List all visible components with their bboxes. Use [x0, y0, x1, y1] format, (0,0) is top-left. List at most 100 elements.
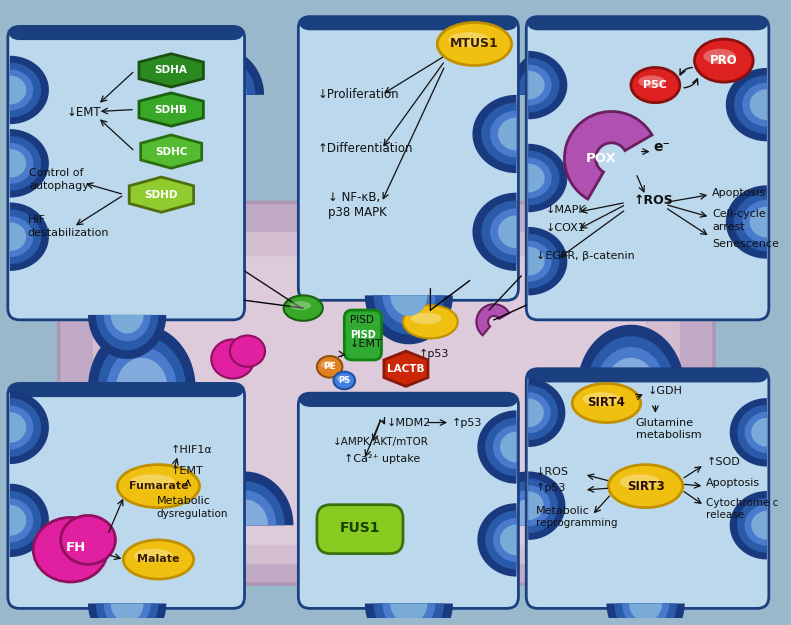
Polygon shape — [485, 418, 517, 476]
Text: ↓EMT: ↓EMT — [350, 339, 383, 349]
Polygon shape — [744, 412, 767, 453]
Polygon shape — [358, 521, 414, 550]
Polygon shape — [96, 315, 158, 350]
Polygon shape — [734, 192, 767, 251]
Ellipse shape — [334, 372, 355, 389]
Polygon shape — [485, 511, 517, 569]
Polygon shape — [528, 164, 545, 192]
Polygon shape — [358, 49, 414, 75]
Ellipse shape — [572, 383, 641, 423]
Polygon shape — [726, 68, 767, 141]
Polygon shape — [9, 56, 49, 124]
Polygon shape — [605, 357, 657, 388]
Polygon shape — [348, 512, 425, 550]
Ellipse shape — [134, 549, 172, 562]
Text: SDHD: SDHD — [145, 189, 178, 199]
Polygon shape — [327, 491, 445, 550]
Text: ↑p53: ↑p53 — [452, 418, 483, 428]
Text: Senescence: Senescence — [712, 239, 779, 249]
Polygon shape — [348, 41, 425, 75]
Polygon shape — [734, 75, 767, 134]
Text: PS: PS — [339, 376, 350, 385]
Polygon shape — [384, 351, 428, 386]
Polygon shape — [139, 93, 203, 126]
Polygon shape — [528, 71, 545, 99]
Text: SDHC: SDHC — [155, 147, 187, 157]
Ellipse shape — [638, 76, 665, 88]
Polygon shape — [751, 511, 767, 539]
Polygon shape — [88, 428, 195, 486]
FancyBboxPatch shape — [8, 26, 244, 40]
Polygon shape — [104, 315, 150, 341]
Polygon shape — [528, 58, 559, 112]
Polygon shape — [20, 38, 233, 40]
FancyBboxPatch shape — [526, 17, 769, 30]
FancyBboxPatch shape — [526, 369, 769, 608]
Polygon shape — [9, 62, 41, 118]
Text: ↓COX1: ↓COX1 — [546, 223, 585, 233]
FancyBboxPatch shape — [59, 202, 714, 584]
Polygon shape — [184, 63, 247, 95]
Polygon shape — [528, 158, 551, 199]
Text: ↓ NF-κB,: ↓ NF-κB, — [327, 191, 380, 204]
Ellipse shape — [411, 312, 441, 324]
Ellipse shape — [448, 32, 490, 48]
Polygon shape — [107, 154, 177, 192]
Polygon shape — [9, 398, 41, 457]
Text: Malate: Malate — [137, 554, 180, 564]
FancyBboxPatch shape — [298, 17, 518, 300]
Polygon shape — [116, 164, 168, 192]
Text: P5C: P5C — [643, 80, 668, 90]
Text: LACTB: LACTB — [387, 364, 425, 374]
Text: Metabolic: Metabolic — [536, 506, 590, 516]
Polygon shape — [339, 31, 434, 75]
Polygon shape — [498, 118, 517, 151]
Polygon shape — [607, 604, 685, 625]
Polygon shape — [615, 604, 677, 625]
Ellipse shape — [320, 361, 335, 368]
Polygon shape — [605, 262, 657, 291]
Polygon shape — [730, 398, 767, 466]
Polygon shape — [391, 604, 427, 623]
FancyBboxPatch shape — [127, 256, 645, 545]
Polygon shape — [98, 242, 186, 291]
Polygon shape — [577, 325, 685, 388]
Polygon shape — [605, 458, 657, 486]
Polygon shape — [96, 604, 158, 625]
Polygon shape — [88, 315, 166, 359]
Polygon shape — [528, 51, 567, 119]
Polygon shape — [528, 64, 551, 106]
Polygon shape — [493, 518, 517, 562]
Text: HIF: HIF — [28, 215, 45, 225]
Polygon shape — [534, 71, 581, 95]
Text: ↑Differentiation: ↑Differentiation — [318, 142, 414, 155]
Polygon shape — [116, 458, 168, 486]
Polygon shape — [744, 505, 767, 546]
Polygon shape — [726, 186, 767, 259]
Ellipse shape — [403, 305, 458, 338]
Polygon shape — [175, 55, 255, 95]
Polygon shape — [310, 405, 507, 407]
Polygon shape — [587, 336, 675, 388]
Text: ↑SOD: ↑SOD — [706, 457, 740, 467]
Text: ↓Proliferation: ↓Proliferation — [318, 88, 399, 101]
Text: ↓MDM2: ↓MDM2 — [386, 418, 430, 428]
Polygon shape — [9, 69, 33, 111]
Text: ↑ROS: ↑ROS — [634, 194, 674, 207]
Polygon shape — [528, 386, 558, 440]
Polygon shape — [622, 604, 669, 625]
FancyBboxPatch shape — [8, 383, 244, 397]
Polygon shape — [587, 438, 675, 486]
Polygon shape — [528, 151, 559, 206]
Ellipse shape — [619, 474, 660, 489]
FancyBboxPatch shape — [298, 393, 518, 608]
Text: ↑p53: ↑p53 — [536, 483, 566, 493]
Ellipse shape — [290, 301, 311, 310]
Text: FUS1: FUS1 — [339, 521, 380, 535]
Polygon shape — [605, 164, 657, 192]
Polygon shape — [88, 134, 195, 192]
Polygon shape — [383, 604, 435, 625]
Polygon shape — [528, 471, 566, 540]
Polygon shape — [327, 21, 445, 75]
Polygon shape — [528, 241, 551, 282]
